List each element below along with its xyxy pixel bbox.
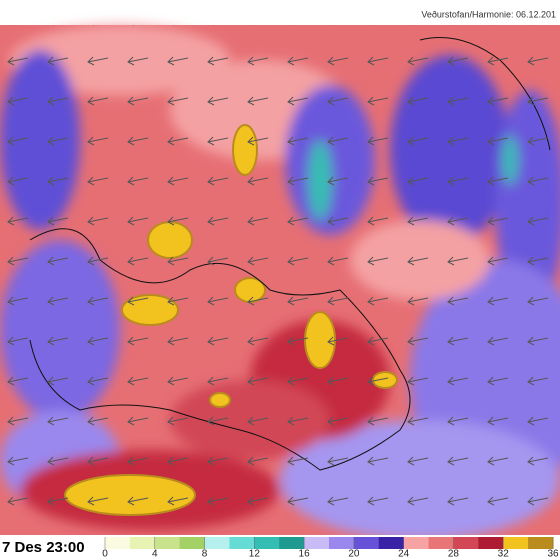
legend-tick-label: 32 [498, 549, 510, 560]
legend-tick-label: 24 [398, 549, 410, 560]
legend-swatch [528, 537, 554, 549]
legend-swatch [304, 537, 330, 549]
legend-tick-label: 36 [547, 549, 559, 560]
legend-swatch [204, 537, 230, 549]
legend-swatch [129, 537, 156, 549]
legend-tick-label: 28 [448, 549, 460, 560]
map-field [0, 25, 560, 540]
legend-tick-label: 4 [152, 549, 158, 560]
legend-swatch [154, 537, 181, 549]
legend-swatch [353, 537, 380, 549]
legend-tick-label: 20 [348, 549, 360, 560]
legend-swatch [503, 537, 529, 549]
legend-swatch [254, 537, 280, 549]
legend-swatch [279, 537, 305, 549]
legend-swatch [453, 537, 479, 549]
legend-swatch [403, 537, 430, 549]
legend-swatch [229, 537, 255, 549]
legend-swatch [179, 537, 206, 549]
header-source: Veðurstofan/Harmonie: 06.12.201 [421, 9, 556, 19]
legend-tick-label: 12 [249, 549, 261, 560]
header-bar [0, 0, 560, 25]
legend-tick-label: 8 [202, 549, 208, 560]
legend-tick-label: 16 [299, 549, 311, 560]
legend-swatch [478, 537, 504, 549]
color-legend: 0 4 8 12 16 20 24 28 32 36 [102, 537, 559, 560]
legend-swatch [105, 537, 131, 549]
legend-swatch [378, 537, 405, 549]
timestamp: 7 Des 23:00 [2, 539, 85, 556]
legend-swatch [428, 537, 454, 549]
legend-tick-label: 0 [102, 549, 108, 560]
legend-swatch [329, 537, 355, 549]
